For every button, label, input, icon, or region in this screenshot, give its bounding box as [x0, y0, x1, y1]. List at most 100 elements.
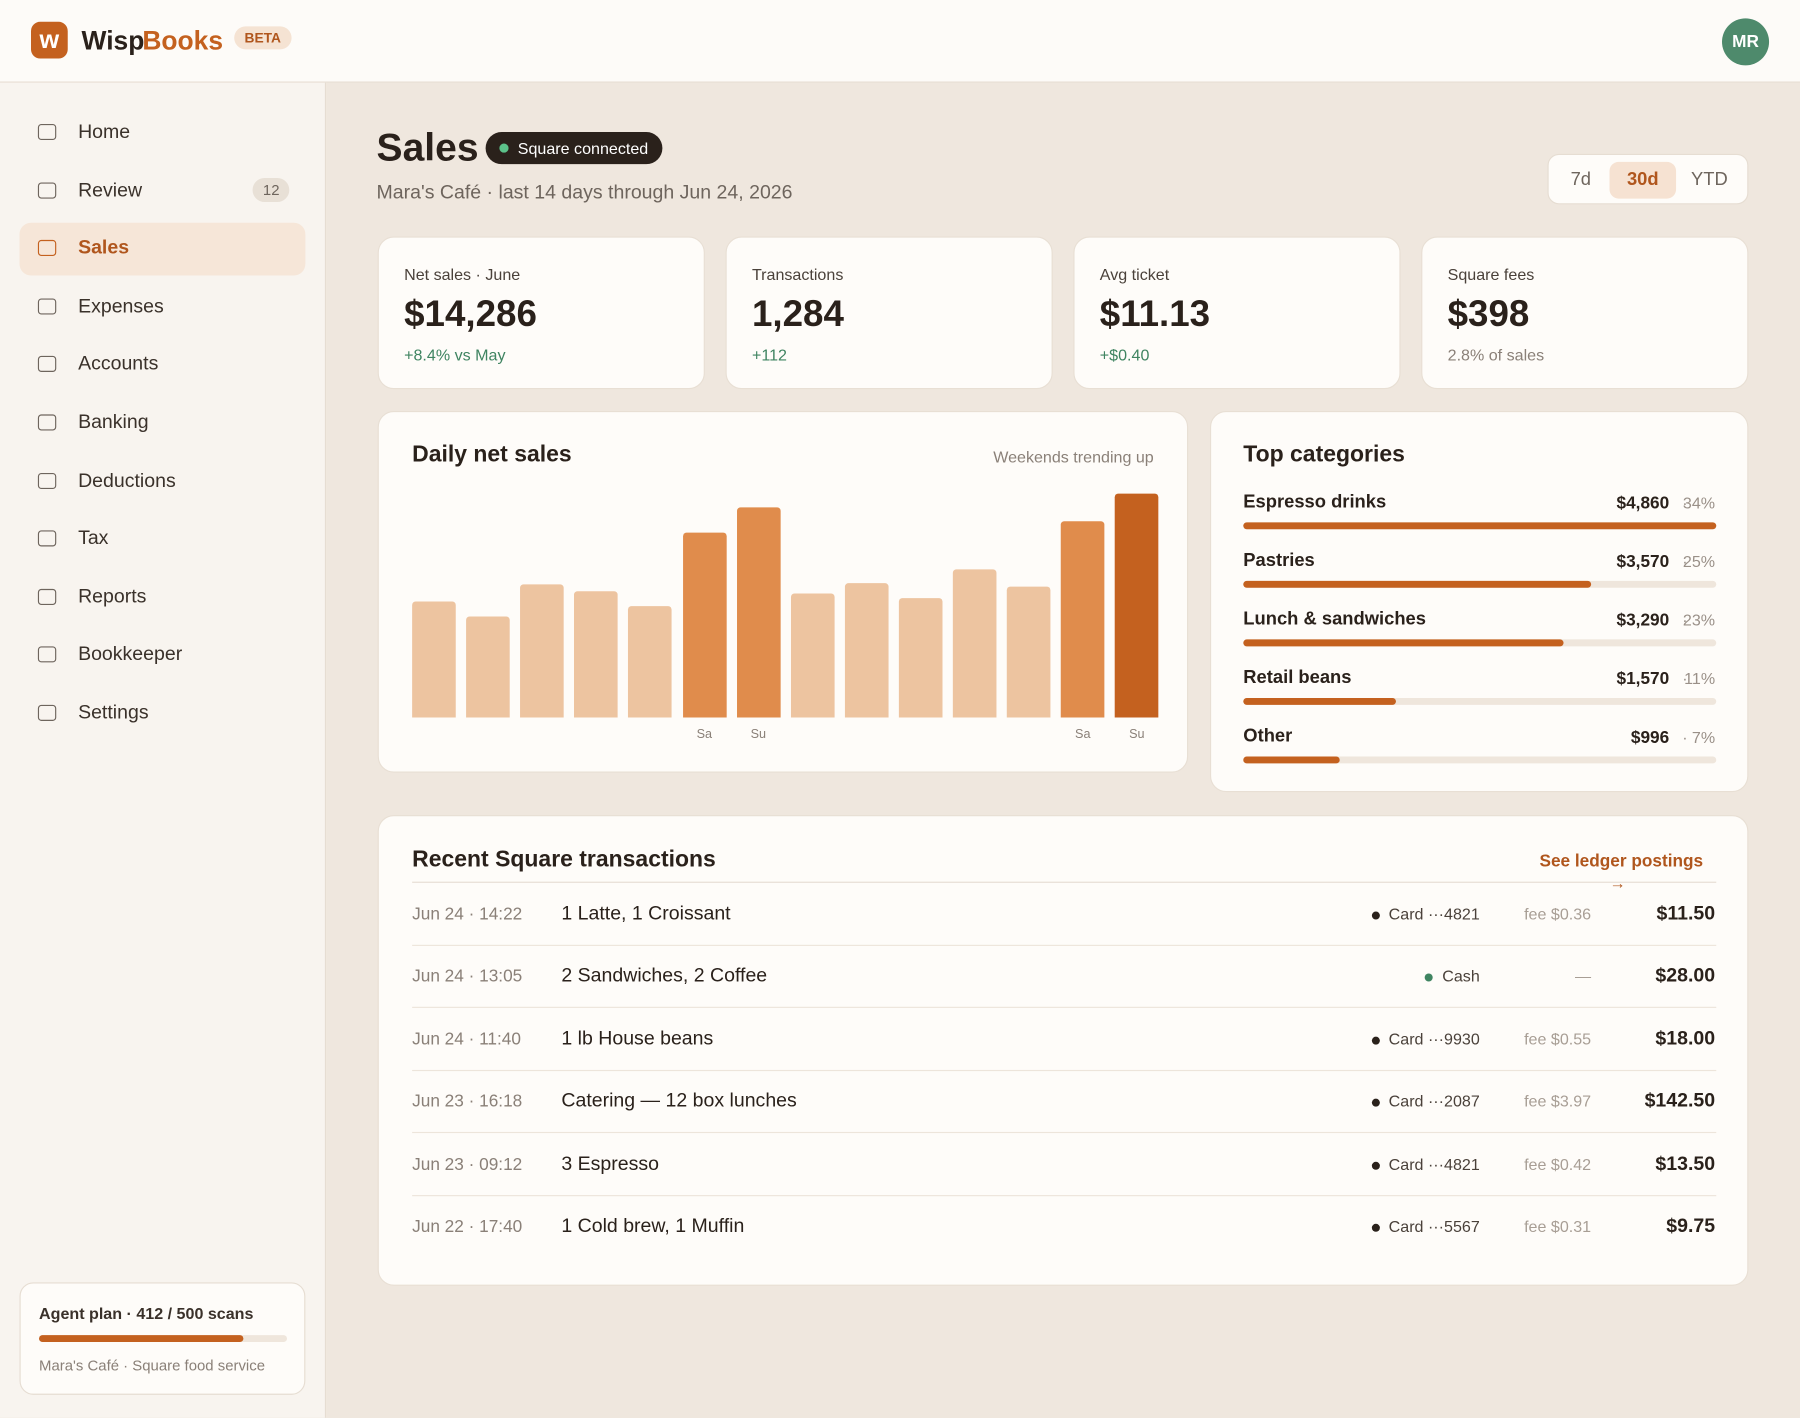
nav-count: 12 — [252, 177, 290, 202]
nav-item[interactable]: Bookkeeper — [20, 630, 306, 683]
category-track — [1243, 522, 1717, 530]
kpi-label: Square fees — [1447, 265, 1535, 284]
tx-time: Jun 24 · 14:22 — [412, 904, 523, 925]
nav-icon — [37, 240, 57, 257]
tx-method: Card ···9930 — [1388, 1029, 1480, 1048]
row-rule — [412, 1007, 1717, 1009]
avatar[interactable]: MR — [1722, 18, 1770, 66]
tx-amount: $9.75 — [1666, 1214, 1716, 1237]
kpi-label: Avg ticket — [1099, 265, 1170, 284]
tx-fee: fee $0.31 — [1524, 1216, 1592, 1236]
status-badge: Square connected — [485, 132, 662, 165]
nav-icon — [37, 123, 57, 141]
nav-item[interactable]: Expenses — [20, 281, 306, 334]
tx-fee: fee $0.36 — [1524, 904, 1592, 923]
range-option[interactable]: 7d — [1570, 169, 1592, 190]
category-amount: $1,570 — [1616, 669, 1670, 689]
nav-icon — [37, 298, 57, 315]
nav-icon — [37, 646, 57, 663]
nav-label: Sales — [78, 236, 130, 259]
tx-items: 2 Sandwiches, 2 Coffee — [561, 964, 768, 987]
category-amount: $3,290 — [1616, 610, 1670, 631]
bar — [466, 616, 510, 718]
tx-method: Card ···4821 — [1388, 904, 1480, 923]
nav-icon — [37, 588, 57, 605]
category-name: Retail beans — [1243, 668, 1352, 688]
nav-item[interactable]: Deductions — [20, 455, 306, 508]
bar — [628, 606, 673, 718]
page-subtitle: Mara's Café · last 14 days through Jun 2… — [376, 181, 793, 204]
tx-method-dot — [1371, 1223, 1380, 1232]
category-bar — [1243, 522, 1717, 530]
nav-item[interactable]: Banking — [20, 397, 306, 450]
tx-fee: fee $0.55 — [1524, 1029, 1592, 1048]
kpi-value: $11.13 — [1099, 292, 1211, 335]
kpi-label: Net sales · June — [404, 265, 521, 284]
tx-method-dot — [1424, 973, 1433, 982]
nav-item[interactable]: Review 12 — [20, 165, 306, 218]
x-tick-label: Su — [1129, 727, 1145, 742]
ledger-link[interactable]: See ledger postings — [1539, 851, 1704, 872]
range-option[interactable]: 30d — [1609, 161, 1677, 199]
category-sep: · — [1682, 493, 1688, 513]
tx-items: 1 lb House beans — [561, 1027, 714, 1050]
kpi-delta: +$0.40 — [1099, 345, 1150, 364]
sidebar — [0, 82, 327, 1418]
categories-card: Top categories Espresso drinks 34% · $4,860 P… — [1209, 410, 1749, 793]
category-track — [1243, 639, 1717, 647]
range-option[interactable]: YTD — [1691, 169, 1728, 190]
x-tick-label: Su — [750, 727, 767, 742]
tx-amount: $18.00 — [1655, 1027, 1716, 1050]
nav-item[interactable]: Accounts — [20, 339, 306, 392]
tx-time: Jun 22 · 17:40 — [412, 1216, 523, 1237]
category-name: Espresso drinks — [1243, 492, 1387, 513]
nav-label: Accounts — [78, 352, 159, 375]
tx-method: Card ···4821 — [1388, 1154, 1480, 1173]
nav-icon — [37, 472, 57, 489]
beta-badge: BETA — [234, 26, 292, 50]
nav-item[interactable]: Settings — [20, 688, 306, 741]
category-amount: $996 — [1630, 727, 1670, 748]
x-tick-label: Sa — [696, 727, 713, 742]
tx-method-dot — [1371, 1161, 1380, 1170]
plan-bar — [39, 1335, 244, 1343]
nav-item[interactable]: Home — [20, 107, 306, 160]
range-control: 7d 30d YTD — [1547, 153, 1749, 205]
nav-label: Reports — [78, 585, 147, 608]
nav-item[interactable]: Tax — [20, 513, 306, 566]
plan-card: Agent plan · 412 / 500 scans Mara's Café … — [19, 1282, 306, 1395]
plan-track — [39, 1335, 288, 1343]
category-bar — [1243, 756, 1341, 764]
bar — [412, 601, 456, 718]
category-track — [1243, 756, 1717, 764]
bar — [736, 507, 781, 718]
tx-method-dot — [1371, 911, 1380, 920]
page-title: Sales — [376, 126, 479, 170]
tx-items: Catering — 12 box lunches — [561, 1089, 797, 1112]
kpi-delta: 2.8% of sales — [1447, 345, 1545, 364]
category-sep: · — [1682, 669, 1688, 688]
kpi-value: $14,286 — [404, 292, 537, 335]
row-rule — [412, 1194, 1717, 1196]
category-name: Other — [1243, 726, 1293, 747]
nav-icon — [37, 182, 57, 199]
kpi-card: Avg ticket $11.13 +$0.40 — [1073, 236, 1401, 390]
nav-item[interactable]: Reports — [20, 571, 306, 624]
logo: w — [30, 21, 68, 59]
category-bar — [1243, 697, 1397, 705]
nav-icon — [37, 704, 57, 721]
category-amount: $3,570 — [1616, 552, 1670, 572]
chart-title: Daily net sales — [412, 441, 572, 468]
status-dot — [499, 143, 509, 153]
category-bar — [1243, 639, 1564, 647]
tx-time: Jun 24 · 13:05 — [412, 967, 523, 987]
bar — [952, 569, 997, 718]
nav-item[interactable]: Sales — [19, 222, 306, 276]
bar — [520, 584, 564, 718]
bar — [574, 591, 618, 718]
kpi-card: Square fees $398 2.8% of sales — [1421, 236, 1749, 390]
chart-card: Daily net sales Weekends trending up Sa Su S… — [377, 410, 1189, 773]
categories-title: Top categories — [1243, 441, 1405, 468]
tx-fee: fee $3.97 — [1524, 1091, 1592, 1111]
